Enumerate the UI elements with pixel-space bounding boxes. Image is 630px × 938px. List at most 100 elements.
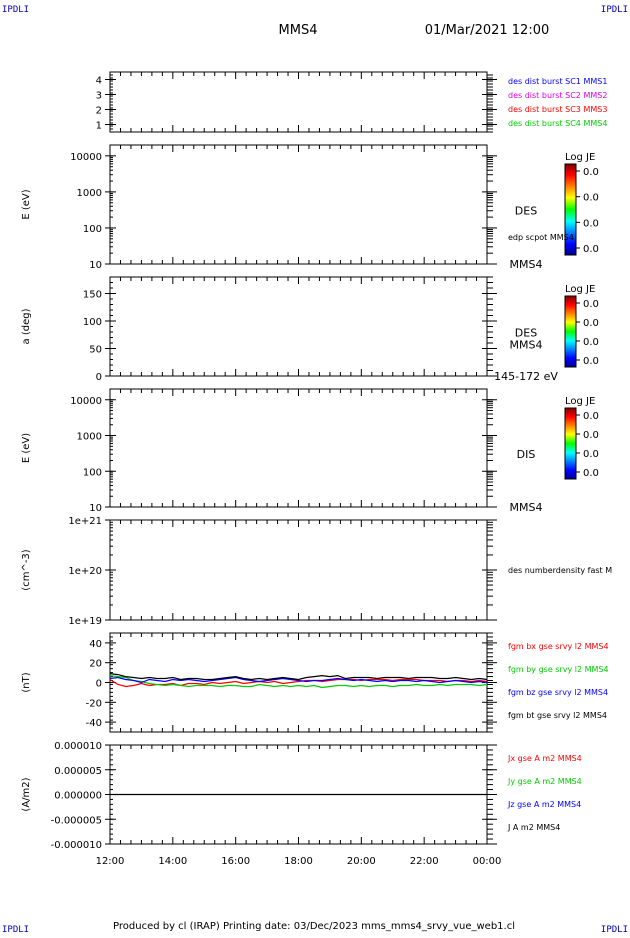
y-tick-label: -20 <box>86 698 102 709</box>
y-tick-label: -0.000005 <box>51 815 102 826</box>
y-tick-label: 50 <box>89 345 102 356</box>
colorbar-tick-label: 0.0 <box>583 218 599 229</box>
y-tick-label: 1e+20 <box>68 566 102 577</box>
corner-label-bottom-right: IPDLI <box>601 925 628 934</box>
panel-instrument-label: DIS <box>517 448 536 461</box>
x-tick-label: 00:00 <box>473 856 502 867</box>
y-tick-label: -0.000010 <box>51 840 102 851</box>
colorbar-tick-label: 0.0 <box>583 167 599 178</box>
colorbar-title: Log JE <box>565 396 595 407</box>
y-tick-label: 0 <box>96 679 102 690</box>
corner-label-bottom-left: IPDLI <box>2 925 29 934</box>
footer-text: Produced by cl (IRAP) Printing date: 03/… <box>113 921 515 932</box>
y-tick-label: 0.000005 <box>54 766 102 777</box>
y-tick-label: 1 <box>96 121 102 132</box>
y-axis-label: (A/m2) <box>21 777 32 811</box>
colorbar-tick-label: 0.0 <box>583 449 599 460</box>
colorbar-tick-label: 0.0 <box>583 244 599 255</box>
panel-instrument-label: DES <box>515 205 537 218</box>
x-tick-label: 14:00 <box>158 856 187 867</box>
legend-entry: des dist burst SC4 MMS4 <box>508 119 607 128</box>
y-tick-label: 40 <box>89 639 102 650</box>
legend-entry: des dist burst SC2 MMS2 <box>508 91 607 100</box>
y-tick-label: 100 <box>83 224 102 235</box>
x-tick-label: 22:00 <box>410 856 439 867</box>
y-tick-label: 0.000010 <box>54 741 102 752</box>
x-tick-label: 12:00 <box>96 856 125 867</box>
series-line <box>109 675 488 689</box>
y-tick-label: 150 <box>83 290 102 301</box>
panel-frame <box>109 632 488 733</box>
y-tick-label: 20 <box>89 659 102 670</box>
y-tick-label: 1000 <box>77 188 102 199</box>
colorbar-title: Log JE <box>565 284 595 295</box>
panel-frame <box>109 276 488 377</box>
panel-density: 1e+19 1e+20 1e+21 (cm^-3) des numberdensity … <box>21 516 612 627</box>
panel-spacecraft-label: MMS4 <box>510 501 543 514</box>
panel-instrument-label: DES <box>515 327 537 340</box>
colorbar <box>564 163 577 256</box>
panel-current: -0.000010 -0.000005 0.000000 0.000005 0.0000… <box>21 741 582 867</box>
colorbar-title: Log JE <box>565 152 595 163</box>
legend-entry: fgm bx gse srvy l2 MMS4 <box>508 642 609 651</box>
y-tick-label: 2 <box>96 106 102 117</box>
panel-frame <box>109 144 488 265</box>
panel-spacecraft-label: MMS4 <box>510 339 543 352</box>
panel-des-energy: 10 100 1000 10000 E (eV) Log JE 0.0 0.0 0.0 0.0 DE… <box>21 144 599 271</box>
colorbar-tick-label: 0.0 <box>583 299 599 310</box>
panel-burst: 1 2 3 4 des dist burst SC1 MMS1 des dist burs… <box>96 71 607 133</box>
legend-entry: J A m2 MMS4 <box>507 823 560 832</box>
y-tick-label: 0 <box>96 372 102 383</box>
spacecraft-title: MMS4 <box>279 23 318 38</box>
colorbar-tick-label: 0.0 <box>583 356 599 367</box>
y-axis-label: (nT) <box>21 672 32 692</box>
y-tick-label: 10000 <box>70 396 102 407</box>
legend-entry: des dist burst SC1 MMS1 <box>508 77 607 86</box>
y-axis-label: E (eV) <box>21 433 32 463</box>
colorbar-tick-label: 0.0 <box>583 193 599 204</box>
y-tick-label: 100 <box>83 467 102 478</box>
legend-entry: Jz gse A m2 MMS4 <box>507 800 581 809</box>
colorbar-tick-label: 0.0 <box>583 318 599 329</box>
panel-frame <box>109 71 488 133</box>
colorbar-tick-label: 0.0 <box>583 337 599 348</box>
panel-frame <box>109 388 488 508</box>
legend-entry: fgm bt gse srvy l2 MMS4 <box>508 711 607 720</box>
y-tick-label: 1e+21 <box>68 516 102 527</box>
colorbar-tick-label: 0.0 <box>583 430 599 441</box>
panel-spacecraft-label: MMS4 <box>510 258 543 271</box>
colorbar-tick-label: 0.0 <box>583 411 599 422</box>
y-tick-label: 10 <box>89 503 102 514</box>
y-tick-label: 10000 <box>70 152 102 163</box>
legend-entry: Jx gse A m2 MMS4 <box>507 754 582 763</box>
series-line <box>109 676 488 684</box>
panels-group: 1 2 3 4 des dist burst SC1 MMS1 des dist burs… <box>21 71 612 867</box>
y-tick-label: 1e+19 <box>68 616 102 627</box>
colorbar <box>564 295 577 368</box>
y-axis-label: E (eV) <box>21 189 32 219</box>
x-tick-label: 16:00 <box>221 856 250 867</box>
legend-entry: fgm bz gse srvy l2 MMS4 <box>508 688 608 697</box>
y-tick-label: 10 <box>89 260 102 271</box>
panel-fgm: -40 -20 0 20 40 (nT) fgm bx gse srvy l2 MMS4 fg… <box>21 632 609 733</box>
x-tick-label: 18:00 <box>284 856 313 867</box>
x-tick-label: 20:00 <box>347 856 376 867</box>
legend-entry: Jy gse A m2 MMS4 <box>507 777 582 786</box>
corner-label-top-left: IPDLI <box>2 5 29 15</box>
legend-entry: fgm by gse srvy l2 MMS4 <box>508 665 609 674</box>
y-tick-label: 1000 <box>77 432 102 443</box>
colorbar-tick-label: 0.0 <box>583 468 599 479</box>
panel-frame <box>109 519 488 621</box>
series-line <box>109 673 488 681</box>
y-tick-label: 4 <box>96 76 102 87</box>
y-axis-label: a (deg) <box>21 308 32 344</box>
y-tick-label: 100 <box>83 317 102 328</box>
y-tick-label: 3 <box>96 91 102 102</box>
y-tick-label: 0.000000 <box>54 791 102 802</box>
corner-label-top-right: IPDLI <box>601 5 628 15</box>
panel-dis-energy: 10 100 1000 10000 E (eV) Log JE 0.0 0.0 0.0 0.0 DI… <box>21 388 599 514</box>
panel-energy-range-label: 145-172 eV <box>494 370 558 383</box>
panel-line-label: edp scpot MMS4 <box>508 233 574 242</box>
legend-entry: des dist burst SC3 MMS3 <box>508 105 607 114</box>
